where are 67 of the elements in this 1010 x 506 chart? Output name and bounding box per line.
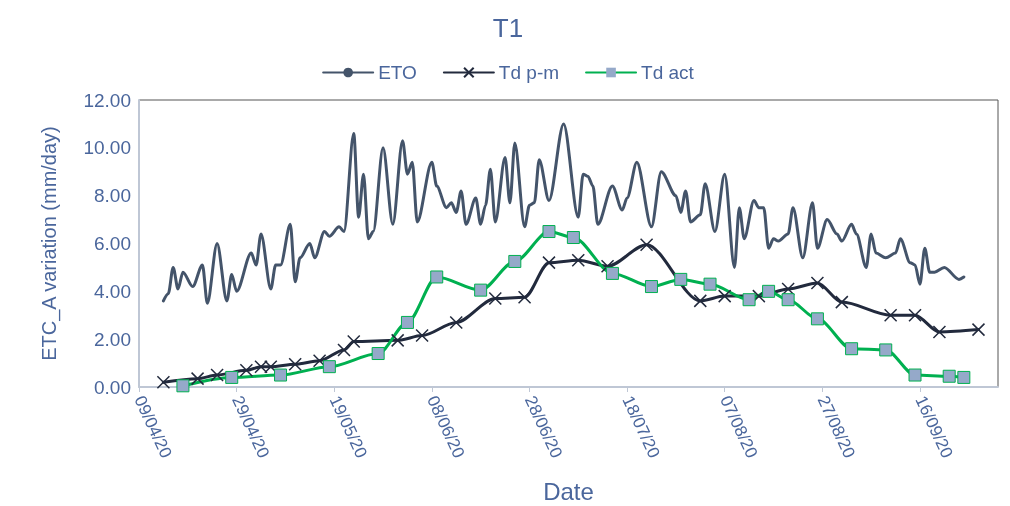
point <box>879 343 893 357</box>
point <box>644 280 658 294</box>
point <box>430 270 444 284</box>
point <box>942 369 956 383</box>
y-axis-title: ETC_A variation (mm/day) <box>38 126 61 361</box>
point <box>781 293 795 307</box>
x-axis-title: Date <box>543 477 594 505</box>
point <box>845 342 859 356</box>
point <box>542 225 556 239</box>
legend-label: ETO <box>378 62 417 83</box>
point <box>190 371 205 386</box>
point <box>810 276 825 290</box>
point <box>337 343 351 357</box>
point <box>210 368 224 382</box>
point <box>639 237 654 252</box>
point <box>674 272 688 286</box>
point <box>288 357 302 372</box>
point <box>932 325 947 339</box>
point <box>717 289 732 303</box>
point <box>274 368 288 382</box>
legend-label: Td p-m <box>498 62 560 83</box>
point <box>225 370 239 384</box>
y-tick-label: 0.00 <box>94 376 131 398</box>
point <box>176 379 190 393</box>
point <box>810 312 824 326</box>
point <box>517 290 532 305</box>
chart-title: T1 <box>492 13 524 43</box>
y-tick-label: 8.00 <box>94 185 131 207</box>
point <box>508 254 522 268</box>
point <box>347 334 361 349</box>
point <box>703 277 717 291</box>
line-series <box>161 122 966 305</box>
point <box>156 375 171 389</box>
y-tick-label: 12.00 <box>83 89 131 111</box>
point <box>908 308 922 322</box>
point <box>542 255 556 270</box>
point <box>415 328 429 343</box>
point <box>474 283 488 297</box>
point <box>571 253 586 267</box>
point <box>883 308 898 322</box>
y-tick-label: 6.00 <box>94 233 131 254</box>
point <box>908 368 922 382</box>
point <box>488 291 503 306</box>
point <box>742 293 756 307</box>
point <box>566 231 580 245</box>
point <box>693 294 708 308</box>
point <box>752 289 766 303</box>
point <box>762 284 776 298</box>
point <box>239 363 254 378</box>
y-tick-label: 4.00 <box>94 280 131 302</box>
y-tick-label: 10.00 <box>83 137 131 159</box>
point <box>605 266 619 280</box>
point <box>322 360 336 374</box>
point <box>957 370 971 384</box>
point <box>971 322 986 337</box>
point <box>371 347 385 361</box>
legend-label: Td act <box>641 62 695 83</box>
point <box>264 359 278 374</box>
point <box>600 259 615 273</box>
point <box>254 359 268 374</box>
point <box>835 295 849 309</box>
point <box>781 282 795 296</box>
y-tick-label: 2.00 <box>94 328 131 350</box>
point <box>390 333 405 348</box>
point <box>312 353 327 368</box>
point <box>400 315 414 329</box>
point <box>449 315 463 330</box>
